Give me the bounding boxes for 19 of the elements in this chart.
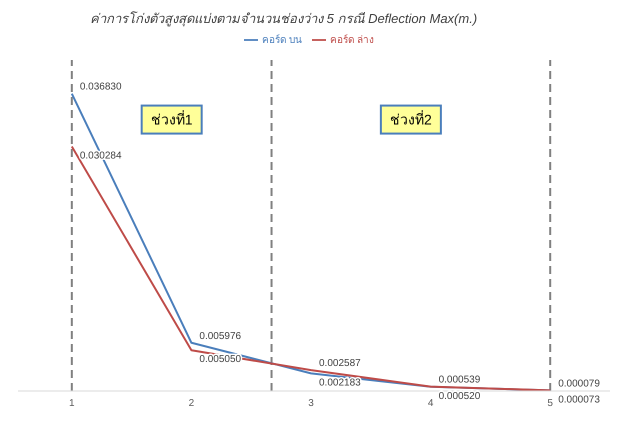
data-label: 0.005050 bbox=[199, 354, 242, 366]
annotation: ช่วงที่2 bbox=[390, 110, 432, 128]
data-label: 0.000520 bbox=[438, 390, 481, 402]
x-tick-label: 4 bbox=[428, 398, 434, 410]
x-tick-label: 2 bbox=[188, 398, 195, 410]
data-label: 0.000079 bbox=[558, 378, 600, 390]
x-tick-label: 3 bbox=[308, 398, 314, 410]
data-label: 0.000073 bbox=[558, 394, 600, 406]
x-tick-label: 5 bbox=[547, 398, 554, 410]
data-label: 0.002587 bbox=[319, 358, 362, 370]
legend-label: คอร์ด บน bbox=[262, 35, 302, 46]
data-label: 0.005976 bbox=[199, 330, 242, 342]
x-tick-label: 1 bbox=[69, 398, 76, 410]
annotation: ช่วงที่1 bbox=[150, 110, 193, 128]
data-label: 0.002183 bbox=[319, 377, 362, 388]
chart-title: ค่าการโก่งตัวสูงสุดแบ่งตามจำนวนช่องว่าง 5 กรณี Deflection Max(m.) bbox=[89, 10, 478, 28]
data-label: 0.036830 bbox=[80, 82, 122, 93]
data-label: 0.000539 bbox=[438, 374, 481, 386]
legend-label: คอร์ด ล่าง bbox=[330, 35, 374, 46]
